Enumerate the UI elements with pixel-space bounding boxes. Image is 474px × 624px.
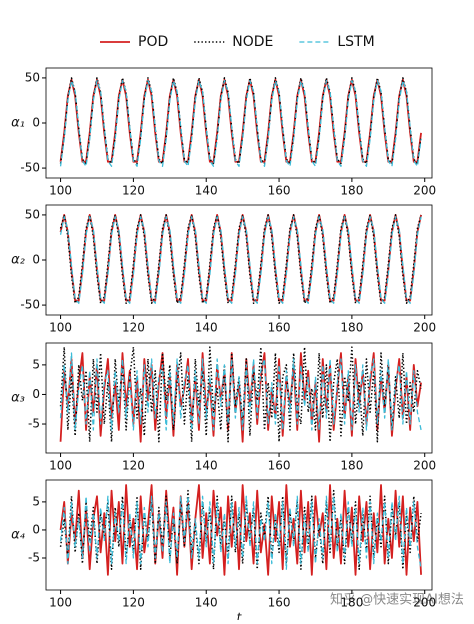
x-tick-label: 200: [413, 459, 436, 473]
plot-frame: [45, 67, 433, 179]
x-tick-label: 100: [49, 459, 72, 473]
x-tick-label: 180: [340, 596, 363, 610]
y-tick-label: 50: [25, 70, 40, 84]
series-line: [59, 216, 422, 304]
x-tick-label: 140: [195, 184, 218, 198]
x-tick-label: 160: [268, 596, 291, 610]
y-axis-label: α₁: [11, 116, 25, 131]
legend-label: NODE: [232, 34, 273, 50]
legend-label: POD: [138, 34, 168, 50]
plot-frame: [45, 342, 433, 454]
x-tick-label: 160: [268, 184, 291, 198]
y-tick-label: -5: [28, 551, 40, 565]
y-tick-label: -50: [20, 161, 40, 175]
x-tick-label: 200: [413, 184, 436, 198]
plot-frame: [45, 479, 433, 591]
series-line: [59, 495, 422, 570]
x-tick-label: 140: [195, 321, 218, 335]
plot-frame: [45, 204, 433, 316]
y-tick-label: 50: [25, 207, 40, 221]
y-tick-label: 0: [32, 253, 40, 267]
watermark: 知乎 @快速实现AI想法: [330, 592, 464, 608]
series-line: [59, 79, 422, 167]
x-tick-label: 100: [49, 596, 72, 610]
x-tick-label: 140: [195, 459, 218, 473]
y-tick-label: -5: [28, 417, 40, 431]
y-tick-label: 5: [32, 494, 40, 508]
x-tick-label: 120: [122, 596, 145, 610]
series-line: [59, 484, 422, 576]
x-tick-label: 180: [340, 459, 363, 473]
x-tick-label: 160: [268, 321, 291, 335]
y-tick-label: 0: [32, 522, 40, 536]
x-tick-label: 160: [268, 459, 291, 473]
x-tick-label: 120: [122, 184, 145, 198]
x-axis-label: t: [237, 611, 243, 621]
x-tick-label: 180: [340, 321, 363, 335]
y-axis-label: α₄: [11, 528, 26, 543]
y-tick-label: 0: [32, 116, 40, 130]
x-tick-label: 180: [340, 184, 363, 198]
y-tick-label: -50: [20, 298, 40, 312]
series-line: [59, 352, 422, 431]
y-axis-label: α₃: [11, 391, 25, 406]
x-tick-label: 120: [122, 321, 145, 335]
y-tick-label: 5: [32, 357, 40, 371]
y-axis-label: α₂: [11, 253, 25, 268]
x-tick-label: 200: [413, 596, 436, 610]
x-tick-label: 120: [122, 459, 145, 473]
x-tick-label: 100: [49, 321, 72, 335]
x-tick-label: 200: [413, 321, 436, 335]
x-tick-label: 140: [195, 596, 218, 610]
legend-label: LSTM: [337, 34, 374, 50]
x-tick-label: 100: [49, 184, 72, 198]
y-tick-label: 0: [32, 387, 40, 401]
